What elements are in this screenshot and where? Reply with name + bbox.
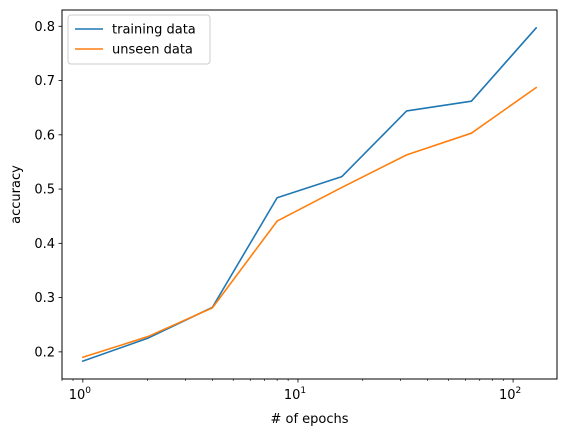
x-axis-label: # of epochs: [270, 412, 348, 427]
y-tick-label: 0.3: [34, 291, 55, 306]
series-line-2: [81, 86, 538, 359]
y-tick-label: 0.7: [34, 74, 55, 89]
x-tick-label: 101: [284, 386, 306, 403]
y-tick-label: 0.5: [34, 183, 55, 198]
y-tick-label: 0.2: [34, 345, 55, 360]
legend-box: [67, 14, 211, 65]
x-tick-label: 100: [69, 386, 92, 403]
y-axis-label: accuracy: [9, 165, 24, 224]
y-tick-label: 0.8: [34, 20, 55, 35]
y-tick-label: 0.6: [34, 128, 55, 143]
legend-label: unseen data: [112, 43, 193, 58]
x-tick-label: 102: [499, 386, 521, 403]
series-line-1: [81, 26, 538, 363]
legend: training data unseen data: [67, 14, 211, 65]
plot-frame: [61, 9, 558, 380]
legend-label: training data: [112, 23, 196, 38]
y-tick-label: 0.4: [34, 237, 55, 252]
